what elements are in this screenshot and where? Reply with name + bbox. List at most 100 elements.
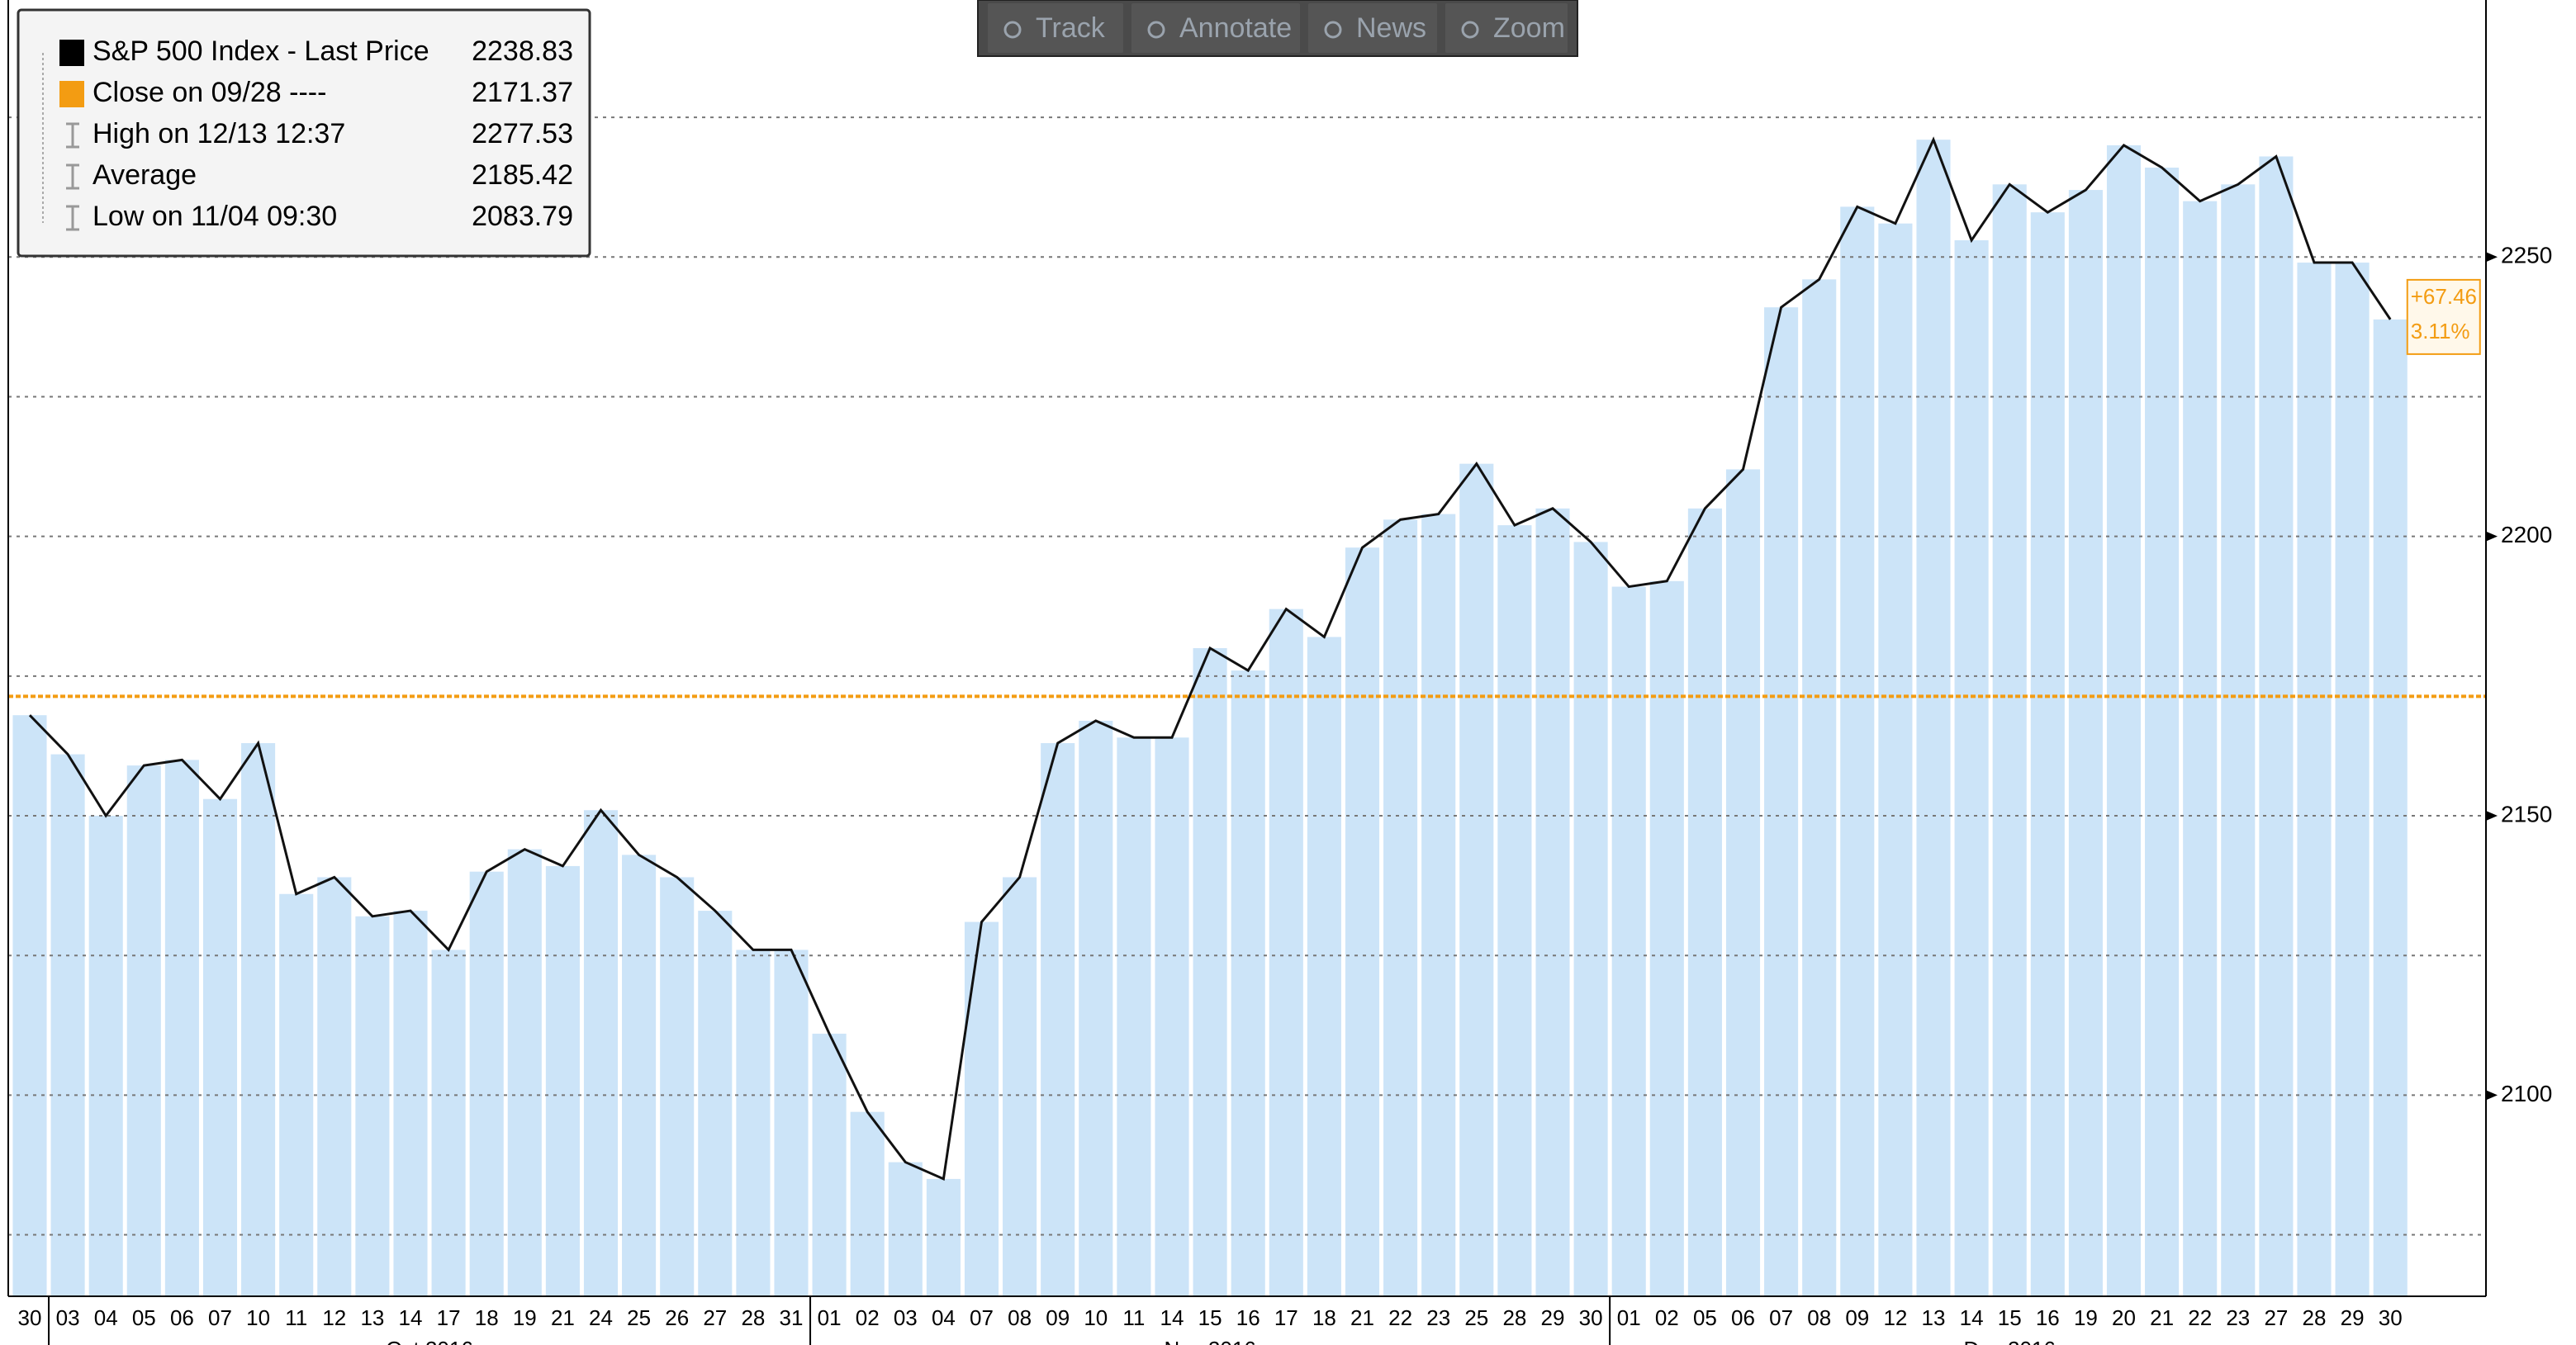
x-tick-label: 22	[2188, 1305, 2212, 1330]
legend-value: 2277.53	[472, 118, 573, 149]
bar	[1764, 307, 1799, 1297]
x-tick-label: 11	[1122, 1305, 1145, 1330]
legend-icon	[66, 205, 79, 231]
x-tick-label: 08	[1008, 1305, 1032, 1330]
x-tick-label: 14	[399, 1305, 423, 1330]
bar	[660, 877, 695, 1296]
x-tick-label: 09	[1845, 1305, 1869, 1330]
x-tick-label: 30	[2379, 1305, 2403, 1330]
x-tick-label: 13	[1922, 1305, 1946, 1330]
x-tick-label: 07	[1769, 1305, 1793, 1330]
legend-value: 2083.79	[472, 201, 573, 232]
toolbar-label[interactable]: Annotate	[1179, 12, 1292, 44]
bar	[1269, 609, 1303, 1296]
x-tick-label: 01	[1617, 1305, 1641, 1330]
bar	[1992, 184, 2027, 1296]
toolbar-label[interactable]: Zoom	[1493, 12, 1565, 44]
bar	[1041, 743, 1075, 1296]
toolbar-button[interactable]	[1308, 3, 1437, 53]
bar	[583, 810, 619, 1296]
bar	[2183, 201, 2218, 1296]
bar	[2030, 212, 2065, 1297]
bar	[622, 855, 657, 1296]
bar	[812, 1033, 847, 1296]
bar	[1345, 547, 1380, 1296]
bar	[964, 921, 999, 1296]
x-tick-label: 13	[360, 1305, 384, 1330]
x-tick-label: 29	[2341, 1305, 2365, 1330]
x-tick-label: 27	[2264, 1305, 2288, 1330]
y-tick-label: 2150	[2501, 801, 2552, 826]
x-tick-label: 03	[894, 1305, 918, 1330]
bar	[1687, 508, 1722, 1296]
legend-value: 2238.83	[472, 36, 573, 67]
change-box	[2406, 278, 2481, 355]
toolbar-button[interactable]	[988, 3, 1123, 53]
bar	[1802, 279, 1837, 1296]
bar	[1079, 720, 1113, 1296]
x-tick-label: 02	[856, 1305, 880, 1330]
toolbar-icon	[1324, 21, 1342, 39]
y-tick-label: 2100	[2501, 1081, 2552, 1106]
month-label: Oct 2016	[386, 1337, 473, 1345]
bar	[2106, 144, 2142, 1297]
x-tick-label: 30	[1579, 1305, 1603, 1330]
toolbar-icon	[1003, 21, 1022, 39]
x-tick-label: 25	[1464, 1305, 1488, 1330]
toolbar-button[interactable]	[1131, 3, 1300, 53]
legend-name: Average	[93, 159, 197, 191]
bar	[888, 1162, 923, 1296]
bar	[50, 754, 85, 1296]
x-tick-label: 23	[1426, 1305, 1450, 1330]
toolbar-icon	[1461, 21, 1479, 39]
bar	[507, 849, 542, 1296]
bar	[926, 1178, 961, 1296]
toolbar-label[interactable]: Track	[1036, 12, 1106, 44]
bar	[2221, 184, 2256, 1296]
x-tick-label: 28	[2303, 1305, 2327, 1330]
x-tick-label: 26	[665, 1305, 689, 1330]
x-tick-label: 14	[1960, 1305, 1984, 1330]
bar	[698, 911, 733, 1296]
legend-swatch	[59, 40, 84, 66]
bar	[88, 816, 123, 1296]
toolbar: Track Annotate News Zoom	[977, 0, 1578, 57]
legend-icon	[66, 122, 79, 149]
bar	[317, 877, 352, 1296]
x-tick-label: 01	[818, 1305, 842, 1330]
y-tick-mark	[2486, 1090, 2498, 1101]
x-tick-label: 25	[627, 1305, 651, 1330]
toolbar-label[interactable]: News	[1356, 12, 1426, 44]
bar	[2259, 156, 2294, 1296]
bar	[1573, 542, 1608, 1296]
bar	[2145, 168, 2180, 1297]
bar	[1954, 239, 1989, 1296]
x-tick-label: 03	[56, 1305, 80, 1330]
toolbar-button[interactable]	[1445, 3, 1568, 53]
bar	[736, 950, 771, 1296]
legend-value: 2185.42	[472, 159, 573, 191]
bar	[545, 865, 580, 1296]
bar	[1307, 637, 1341, 1296]
x-tick-label: 31	[780, 1305, 804, 1330]
x-tick-label: 19	[2074, 1305, 2098, 1330]
x-tick-label: 02	[1655, 1305, 1679, 1330]
bar	[1459, 463, 1494, 1296]
bar	[431, 950, 466, 1296]
bar	[2068, 190, 2103, 1297]
legend-name: Low on 11/04 09:30	[93, 201, 337, 232]
bar	[774, 950, 809, 1296]
x-tick-label: 22	[1388, 1305, 1412, 1330]
x-tick-label: 07	[970, 1305, 994, 1330]
x-tick-label: 19	[513, 1305, 537, 1330]
x-tick-label: 05	[1693, 1305, 1717, 1330]
x-tick-label: 21	[2150, 1305, 2174, 1330]
x-tick-label: 17	[1274, 1305, 1298, 1330]
x-tick-label: 05	[132, 1305, 156, 1330]
y-tick-mark	[2486, 252, 2498, 263]
bar	[12, 715, 47, 1296]
x-tick-label: 12	[322, 1305, 346, 1330]
legend-value: 2171.37	[472, 77, 573, 108]
bar	[850, 1111, 885, 1296]
